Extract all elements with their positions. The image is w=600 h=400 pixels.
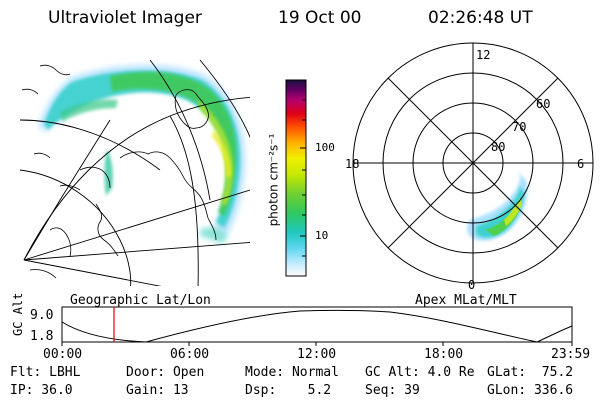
polar-label-60: 60 [536,97,551,111]
polar-label-6: 6 [577,157,585,171]
geographic-map [20,59,250,286]
xtick-0600: 06:00 [170,347,210,362]
altitude-ymax: 9.0 [30,308,54,323]
xtick-1800: 18:00 [424,347,464,362]
status-seq: Seq: 39 [365,383,420,398]
date-label: 19 Oct 00 [278,8,362,28]
color-bar [285,79,307,277]
polar-label-0: 0 [468,278,476,292]
geographic-caption: Geographic Lat/Lon [70,293,211,308]
status-glat: GLat: 75.2 [487,365,574,380]
colorbar-tick-100: 100 [315,141,335,154]
altitude-panel [61,306,573,346]
polar-aurora [467,172,528,241]
status-ip: IP: 36.0 [10,383,73,398]
instrument-title: Ultraviolet Imager [48,8,202,28]
polar-diagonal-2 [387,77,559,249]
coastlines [21,64,217,279]
altitude-frame [61,306,573,343]
polar-plot [352,42,594,284]
status-mode: Mode: Normal [245,365,339,380]
status-door: Door: Open [126,365,205,380]
polar-caption: Apex MLat/MLT [415,293,517,308]
xtick-1200: 12:00 [297,347,337,362]
colorbar-tick-10: 10 [315,229,329,242]
status-gain: Gain: 13 [126,383,189,398]
altitude-ylabel: GC Alt [11,292,25,336]
polar-label-12: 12 [476,48,491,62]
polar-label-70: 70 [512,120,527,134]
altitude-curve [61,309,573,343]
status-flt: Flt: LBHL [10,365,81,380]
altitude-ymin: 1.8 [30,329,54,344]
aurora-oval [38,64,246,244]
status-gc-alt: GC Alt: 4.0 Re [365,365,475,380]
xtick-0000: 00:00 [43,347,83,362]
time-label: 02:26:48 UT [428,8,533,28]
status-dsp: Dsp: 5.2 [245,383,332,398]
status-glon: GLon: 336.6 [487,383,574,398]
polar-label-18: 18 [345,157,360,171]
polar-label-80: 80 [491,140,506,154]
lat-lon-grid [20,59,250,286]
colorbar-label: photon cm⁻²s⁻¹ [266,133,281,227]
xtick-2359: 23:59 [551,347,591,362]
